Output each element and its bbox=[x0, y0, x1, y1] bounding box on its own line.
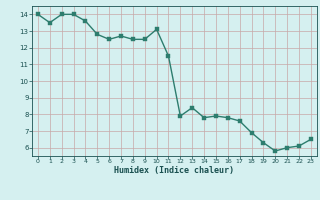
X-axis label: Humidex (Indice chaleur): Humidex (Indice chaleur) bbox=[115, 166, 234, 175]
